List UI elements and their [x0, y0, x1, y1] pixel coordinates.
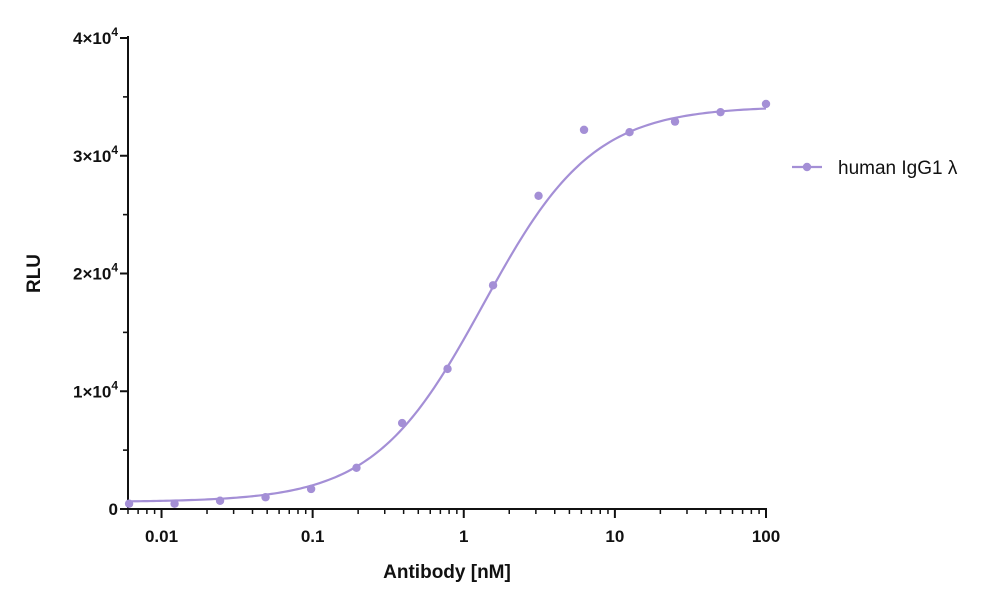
data-point	[579, 125, 589, 135]
x-tick-label: 100	[752, 527, 780, 546]
data-point	[761, 99, 771, 109]
data-point	[352, 463, 361, 472]
data-point	[124, 499, 134, 508]
data-point	[397, 418, 407, 428]
y-tick-label: 1×104	[73, 378, 118, 401]
data-point	[443, 364, 452, 374]
x-tick-label: 0.01	[145, 527, 178, 546]
data-point	[261, 493, 270, 502]
x-axis-title: Antibody [nM]	[383, 562, 511, 583]
fit-curve	[127, 107, 767, 503]
fit-curve-layer	[127, 107, 767, 503]
legend-marker	[802, 162, 812, 172]
x-tick-label: 1	[459, 527, 468, 546]
data-point	[716, 107, 725, 117]
y-tick-label: 4×104	[73, 25, 118, 48]
data-point	[670, 117, 680, 126]
data-point	[170, 499, 179, 508]
axis-ticks: 0 1×104 2×104 3×104 4×104 0.01 0.1 1 10 100	[73, 25, 780, 546]
data-point	[306, 484, 316, 494]
data-point	[488, 281, 498, 290]
x-tick-label: 10	[605, 527, 624, 546]
y-tick-label: 2×104	[73, 261, 118, 284]
x-tick-label: 0.1	[301, 527, 325, 546]
legend: human IgG1 λ	[792, 158, 958, 179]
y-tick-label: 0	[109, 500, 118, 519]
y-tick-label: 3×104	[73, 143, 118, 166]
legend-label: human IgG1 λ	[838, 158, 958, 179]
axes	[127, 36, 767, 510]
data-point	[534, 191, 543, 200]
y-axis-title: RLU	[24, 254, 45, 293]
data-points	[124, 99, 771, 508]
data-point	[215, 496, 225, 505]
data-point	[625, 128, 634, 137]
